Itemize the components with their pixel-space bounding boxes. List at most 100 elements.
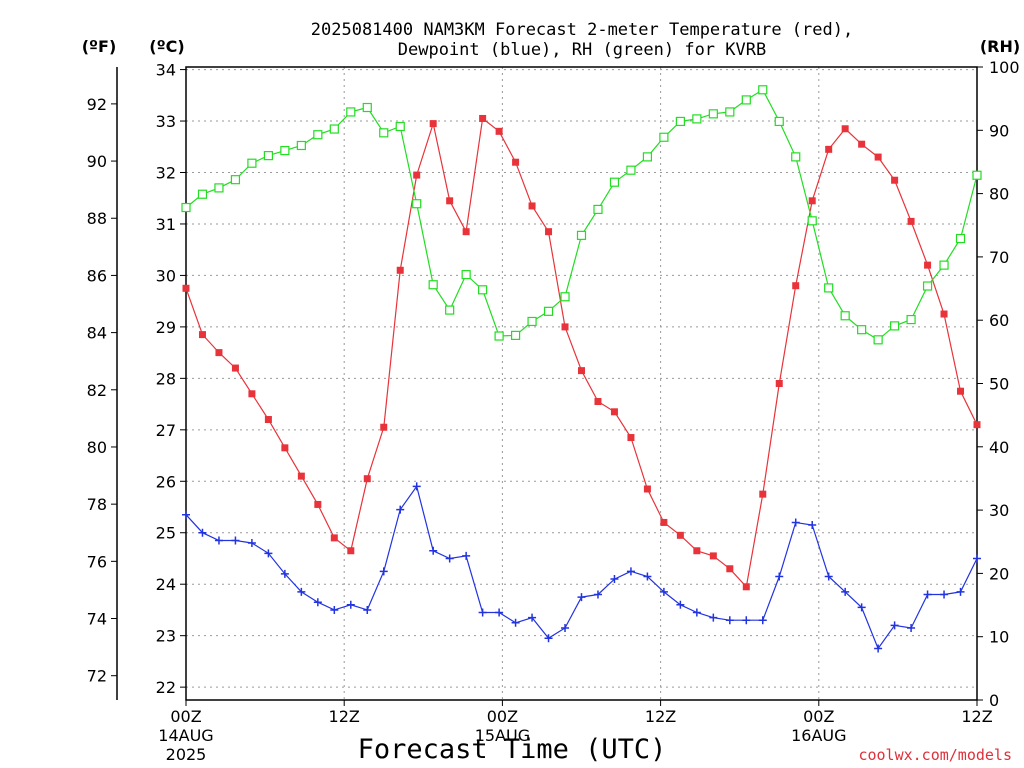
rh-tick-label: 40 xyxy=(989,438,1009,457)
rh-tick-label: 20 xyxy=(989,564,1009,583)
rh-point xyxy=(725,107,735,117)
dewpoint-point xyxy=(709,613,718,622)
dewpoint-point xyxy=(626,567,635,576)
temperature-point xyxy=(297,472,305,480)
rh-point xyxy=(461,270,471,280)
dewpoint-point xyxy=(593,590,602,599)
temperature-point xyxy=(528,202,536,210)
temperature-point xyxy=(380,423,388,431)
temperature-point xyxy=(330,534,338,542)
x-tick-label-hour: 00Z xyxy=(487,707,518,726)
dewpoint-point xyxy=(429,546,438,555)
celsius-tick-label: 32 xyxy=(156,164,176,183)
rh-point xyxy=(609,177,620,187)
fahrenheit-tick-label: 92 xyxy=(87,95,107,114)
dewpoint-point xyxy=(511,618,520,627)
rh-point xyxy=(296,140,306,151)
temperature-point xyxy=(610,408,618,416)
rh-point xyxy=(642,152,653,162)
dewpoint-point xyxy=(478,608,487,617)
celsius-tick-label: 25 xyxy=(156,524,176,543)
dewpoint-point xyxy=(725,616,734,625)
temperature-point xyxy=(726,565,734,573)
dewpoint-point xyxy=(297,587,306,596)
celsius-tick-label: 30 xyxy=(156,266,176,285)
rh-tick-label: 70 xyxy=(989,248,1009,267)
temperature-point xyxy=(627,434,635,442)
temperature-point xyxy=(709,552,717,560)
dewpoint-point xyxy=(264,549,273,558)
rh-point xyxy=(906,314,916,325)
x-tick-label-date: 16AUG xyxy=(791,726,846,745)
temperature-point xyxy=(858,140,866,148)
rh-point xyxy=(280,145,290,156)
rh-point xyxy=(939,260,949,270)
rh-point xyxy=(412,199,422,209)
temperature-point xyxy=(363,475,371,483)
rh-point xyxy=(428,280,438,290)
dewpoint-point xyxy=(412,482,421,491)
temperature-point xyxy=(281,444,289,452)
rh-tick-label: 100 xyxy=(989,58,1020,77)
rh-tick-label: 90 xyxy=(989,121,1009,140)
dewpoint-point xyxy=(791,518,800,527)
rh-point xyxy=(313,130,323,140)
x-tick-label-date: 15AUG xyxy=(475,726,530,745)
rh-tick-label: 10 xyxy=(989,628,1009,647)
celsius-tick-label: 28 xyxy=(156,369,176,388)
dewpoint-point xyxy=(346,600,355,609)
rh-point xyxy=(181,202,191,213)
dewpoint-point xyxy=(462,551,471,560)
rh-point xyxy=(494,331,504,341)
temperature-point xyxy=(594,398,602,406)
axes: 22 23 24 25 26 27 28 29 30 31 32 33 34 72 74 76 78 80 82 84… xyxy=(87,58,1020,764)
rh-point xyxy=(873,335,883,345)
rh-point xyxy=(445,305,455,315)
temperature-point xyxy=(512,158,520,166)
rh-point xyxy=(840,311,850,321)
temperature-point xyxy=(215,349,223,357)
temperature-point xyxy=(973,421,981,429)
celsius-tick-label: 29 xyxy=(156,318,176,337)
dewpoint-point xyxy=(841,587,850,596)
dewpoint-point xyxy=(247,539,256,548)
rh-point xyxy=(478,285,488,295)
rh-point xyxy=(247,158,257,168)
temperature-point xyxy=(693,547,701,555)
temperature-point xyxy=(907,217,915,225)
dewpoint-point xyxy=(313,598,322,607)
celsius-tick-label: 24 xyxy=(156,575,176,594)
dewpoint-point xyxy=(396,505,405,514)
temperature-point xyxy=(198,331,206,339)
celsius-tick-label: 31 xyxy=(156,215,176,234)
dewpoint-point xyxy=(495,608,504,617)
rh-point xyxy=(510,330,521,340)
temperature-point xyxy=(182,284,190,292)
temperature-point xyxy=(413,171,421,179)
temperature-point xyxy=(792,282,800,290)
fahrenheit-tick-label: 90 xyxy=(87,152,107,171)
rh-point xyxy=(692,114,702,124)
temperature-point xyxy=(891,176,899,184)
temperature-point xyxy=(396,266,404,274)
series-rh xyxy=(181,85,982,345)
temperature-point xyxy=(742,583,750,591)
rh-point xyxy=(263,151,273,161)
dewpoint-point xyxy=(445,554,454,563)
dewpoint-point xyxy=(610,575,619,584)
credit-label: coolwx.com/models xyxy=(858,746,1012,764)
x-axis-label: Forecast Time (UTC) xyxy=(358,734,667,765)
temperature-point xyxy=(957,387,965,395)
rh-tick-label: 80 xyxy=(989,185,1009,204)
series-temperature xyxy=(182,114,981,591)
temperature-point xyxy=(479,114,487,122)
celsius-tick-label: 27 xyxy=(156,421,176,440)
fahrenheit-tick-label: 76 xyxy=(87,552,107,571)
rh-point xyxy=(791,152,801,162)
temperature-point xyxy=(462,228,470,236)
dewpoint-point xyxy=(824,572,833,581)
rh-point xyxy=(741,95,751,105)
temperature-point xyxy=(495,127,503,135)
temperature-point xyxy=(808,197,816,205)
